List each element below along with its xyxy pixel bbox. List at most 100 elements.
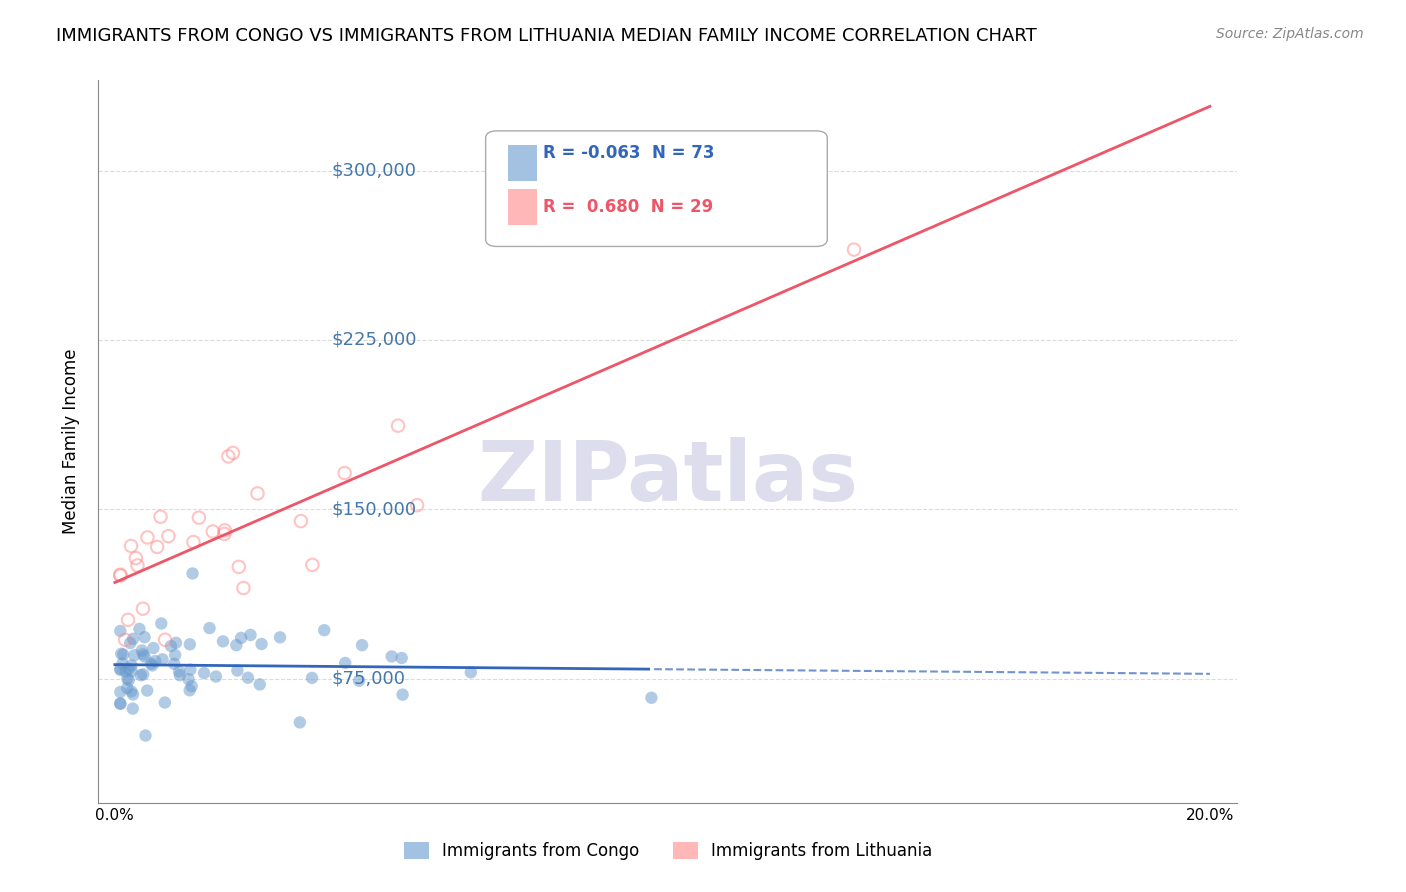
Text: ZIPatlas: ZIPatlas [478,437,858,518]
Point [236,671,259,685]
Point [127,558,149,573]
Text: IMMIGRANTS FROM CONGO VS IMMIGRANTS FROM LITHUANIA MEDIAN FAMILY INCOME CORRELAT: IMMIGRANTS FROM CONGO VS IMMIGRANTS FROM… [56,27,1038,45]
Point [165,648,187,662]
Point [110,697,132,711]
Point [250,637,273,651]
Point [152,652,174,666]
Point [153,696,176,710]
Point [118,662,141,676]
Point [134,649,156,664]
Point [301,558,323,572]
Point [249,677,271,691]
Point [112,648,135,662]
Point [288,715,311,730]
Point [129,668,152,682]
FancyBboxPatch shape [485,131,827,246]
Point [121,658,143,673]
Point [132,601,155,615]
Point [391,688,413,702]
Point [120,539,142,553]
Point [179,683,201,698]
Point [141,658,163,673]
Point [333,466,356,480]
Point [214,524,236,538]
Point [110,567,132,582]
Point [139,657,162,671]
Point [225,638,247,652]
Text: $225,000: $225,000 [332,331,418,349]
Point [142,641,165,656]
Point [125,551,148,566]
Point [120,636,142,650]
Point [169,668,191,682]
Point [226,664,249,678]
Bar [509,188,537,225]
Point [117,672,139,686]
Point [335,656,357,670]
Point [352,638,374,652]
Point [132,648,155,662]
Point [110,663,132,677]
Point [314,624,336,638]
Point [110,568,132,582]
Point [118,673,141,687]
Point [228,560,250,574]
Point [110,647,132,661]
Text: R = -0.063  N = 73: R = -0.063 N = 73 [543,144,714,161]
Point [110,685,132,699]
Text: $300,000: $300,000 [332,161,418,179]
Point [387,418,409,433]
Point [117,613,139,627]
Point [301,671,323,685]
Point [205,669,228,683]
Point [146,540,169,554]
Bar [509,145,537,181]
Point [842,243,865,257]
Text: R =  0.680  N = 29: R = 0.680 N = 29 [543,198,713,216]
Point [201,524,224,539]
Point [149,509,172,524]
Point [640,690,662,705]
Point [110,624,132,638]
Text: Source: ZipAtlas.com: Source: ZipAtlas.com [1216,27,1364,41]
Point [193,666,215,681]
Point [121,701,143,715]
Y-axis label: Median Family Income: Median Family Income [62,349,80,534]
Point [222,446,245,460]
Point [239,628,262,642]
Point [217,450,239,464]
Point [381,649,404,664]
Text: $75,000: $75,000 [332,670,406,688]
Point [163,657,186,671]
Point [115,681,138,695]
Point [231,631,253,645]
Point [136,683,159,698]
Point [179,663,201,677]
Point [120,684,142,698]
Point [124,648,146,663]
Point [157,529,180,543]
Point [131,643,153,657]
Point [347,673,370,688]
Point [165,636,187,650]
Point [110,662,132,676]
Point [160,639,183,653]
Point [391,651,413,665]
Point [181,566,204,581]
Point [183,535,205,549]
Point [179,637,201,651]
Point [212,634,235,648]
Point [114,632,136,647]
Point [114,665,136,679]
Point [143,654,166,668]
Point [167,665,190,679]
Point [128,622,150,636]
Point [111,657,134,671]
Point [269,630,291,644]
Point [150,616,173,631]
Text: $150,000: $150,000 [332,500,418,518]
Point [136,531,159,545]
Point [153,632,176,647]
Point [134,630,156,644]
Point [180,679,202,693]
